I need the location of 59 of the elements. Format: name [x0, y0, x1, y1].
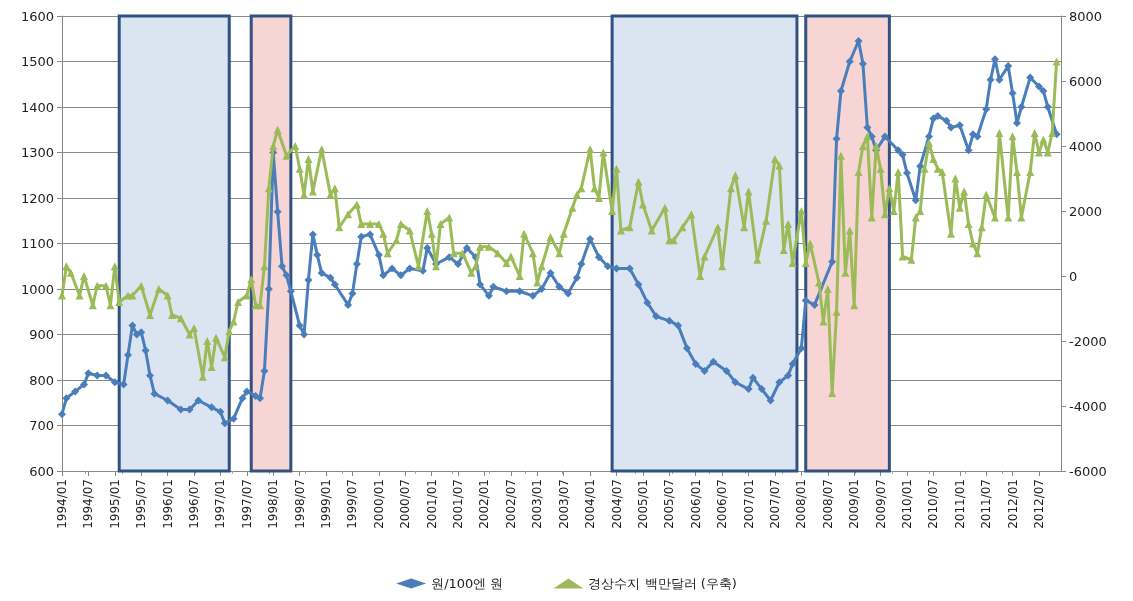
x-tick-label: 2010/01: [899, 479, 914, 529]
x-tick-label: 2006/07: [715, 479, 730, 529]
x-tick-label: 2008/01: [794, 479, 809, 529]
x-tick-label: 2012/01: [1005, 479, 1020, 529]
x-tick-label: 2003/07: [556, 479, 571, 529]
legend-label: 경상수지 백만달러 (우축): [588, 576, 737, 591]
x-tick-label: 2007/07: [767, 479, 782, 529]
x-tick-label: 1996/07: [187, 479, 202, 529]
y-tick-label: 900: [29, 327, 54, 342]
y2-tick-label: -6000: [1069, 463, 1107, 479]
x-tick-label: 1994/07: [81, 479, 96, 529]
x-tick-label: 1995/07: [134, 479, 149, 529]
x-tick-label: 1998/07: [292, 479, 307, 529]
y-tick-label: 1500: [20, 54, 54, 69]
x-tick-label: 2006/01: [688, 479, 703, 529]
x-tick-label: 2009/07: [873, 479, 888, 529]
x-tick-label: 1997/01: [213, 479, 228, 529]
x-tick-label: 2005/01: [635, 479, 650, 529]
y-tick-label: 1000: [20, 281, 54, 297]
y-tick-label: 1200: [20, 190, 54, 206]
y-tick-label: 800: [29, 372, 54, 388]
x-tick-label: 2011/07: [979, 479, 994, 529]
x-tick-label: 2009/01: [847, 479, 862, 529]
x-tick-label: 1998/01: [266, 479, 281, 529]
y2-tick-label: 0: [1069, 268, 1078, 284]
x-tick-label: 2010/07: [926, 479, 941, 529]
y-tick-label: 1400: [20, 99, 54, 115]
legend-label: 원/100엔 원: [431, 576, 504, 591]
x-tick-label: 2007/01: [741, 479, 756, 529]
x-tick-label: 2005/07: [662, 479, 677, 529]
x-tick-label: 2003/01: [530, 479, 545, 529]
y-tick-label: 600: [29, 463, 54, 479]
x-tick-label: 2008/07: [820, 479, 835, 529]
y-tick-label: 700: [29, 418, 54, 433]
x-tick-label: 2004/01: [583, 479, 598, 529]
x-tick-label: 2012/07: [1032, 479, 1046, 529]
x-tick-label: 2000/01: [371, 479, 386, 529]
y2-tick-label: 8000: [1069, 8, 1103, 24]
x-tick-label: 2001/07: [451, 479, 466, 529]
x-tick-label: 1999/07: [345, 479, 360, 529]
x-tick-label: 2001/01: [424, 479, 439, 529]
x-tick-label: 2002/01: [477, 479, 492, 529]
x-tick-label: 2000/07: [398, 479, 413, 529]
x-tick-label: 1994/01: [55, 479, 69, 529]
y-tick-label: 1300: [20, 145, 54, 160]
x-tick-label: 1997/07: [239, 479, 254, 529]
y2-tick-label: -2000: [1069, 333, 1107, 349]
x-tick-label: 2011/01: [952, 479, 967, 529]
y2-tick-label: 4000: [1069, 138, 1103, 154]
x-tick-label: 1996/01: [160, 479, 175, 529]
x-tick-label: 1995/01: [107, 479, 122, 529]
y2-tick-label: 2000: [1069, 203, 1103, 219]
y2-tick-label: 6000: [1069, 73, 1103, 89]
x-tick-label: 1999/01: [319, 479, 334, 529]
x-tick-label: 2002/07: [503, 479, 518, 529]
y2-tick-label: -4000: [1069, 398, 1107, 414]
x-tick-label: 2004/07: [609, 479, 624, 529]
y-tick-label: 1600: [20, 8, 54, 24]
y-tick-label: 1100: [20, 236, 54, 251]
